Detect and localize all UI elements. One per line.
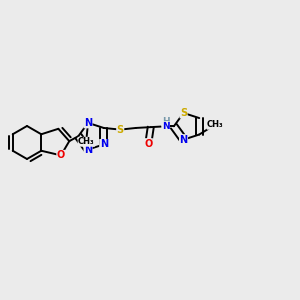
Text: CH₃: CH₃	[207, 120, 224, 129]
Text: O: O	[57, 150, 65, 161]
Text: N: N	[162, 122, 170, 131]
Text: S: S	[180, 108, 187, 118]
Text: N: N	[100, 140, 108, 149]
Text: N: N	[84, 145, 92, 154]
Text: CH₃: CH₃	[78, 137, 95, 146]
Text: S: S	[117, 124, 124, 135]
Text: N: N	[84, 118, 92, 128]
Text: O: O	[144, 139, 152, 148]
Text: H: H	[162, 117, 170, 126]
Text: N: N	[179, 135, 188, 145]
